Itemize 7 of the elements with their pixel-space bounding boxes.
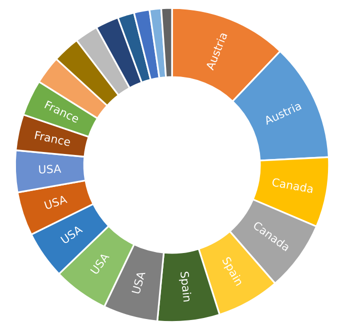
- slice-label: USA: [44, 194, 68, 210]
- slice-label: France: [34, 130, 71, 146]
- slice-label: Canada: [272, 178, 314, 194]
- slice-label: Spain: [178, 271, 192, 302]
- slice-label: USA: [60, 224, 84, 244]
- slice-label: USA: [38, 164, 62, 174]
- slice-label: USA: [132, 270, 146, 294]
